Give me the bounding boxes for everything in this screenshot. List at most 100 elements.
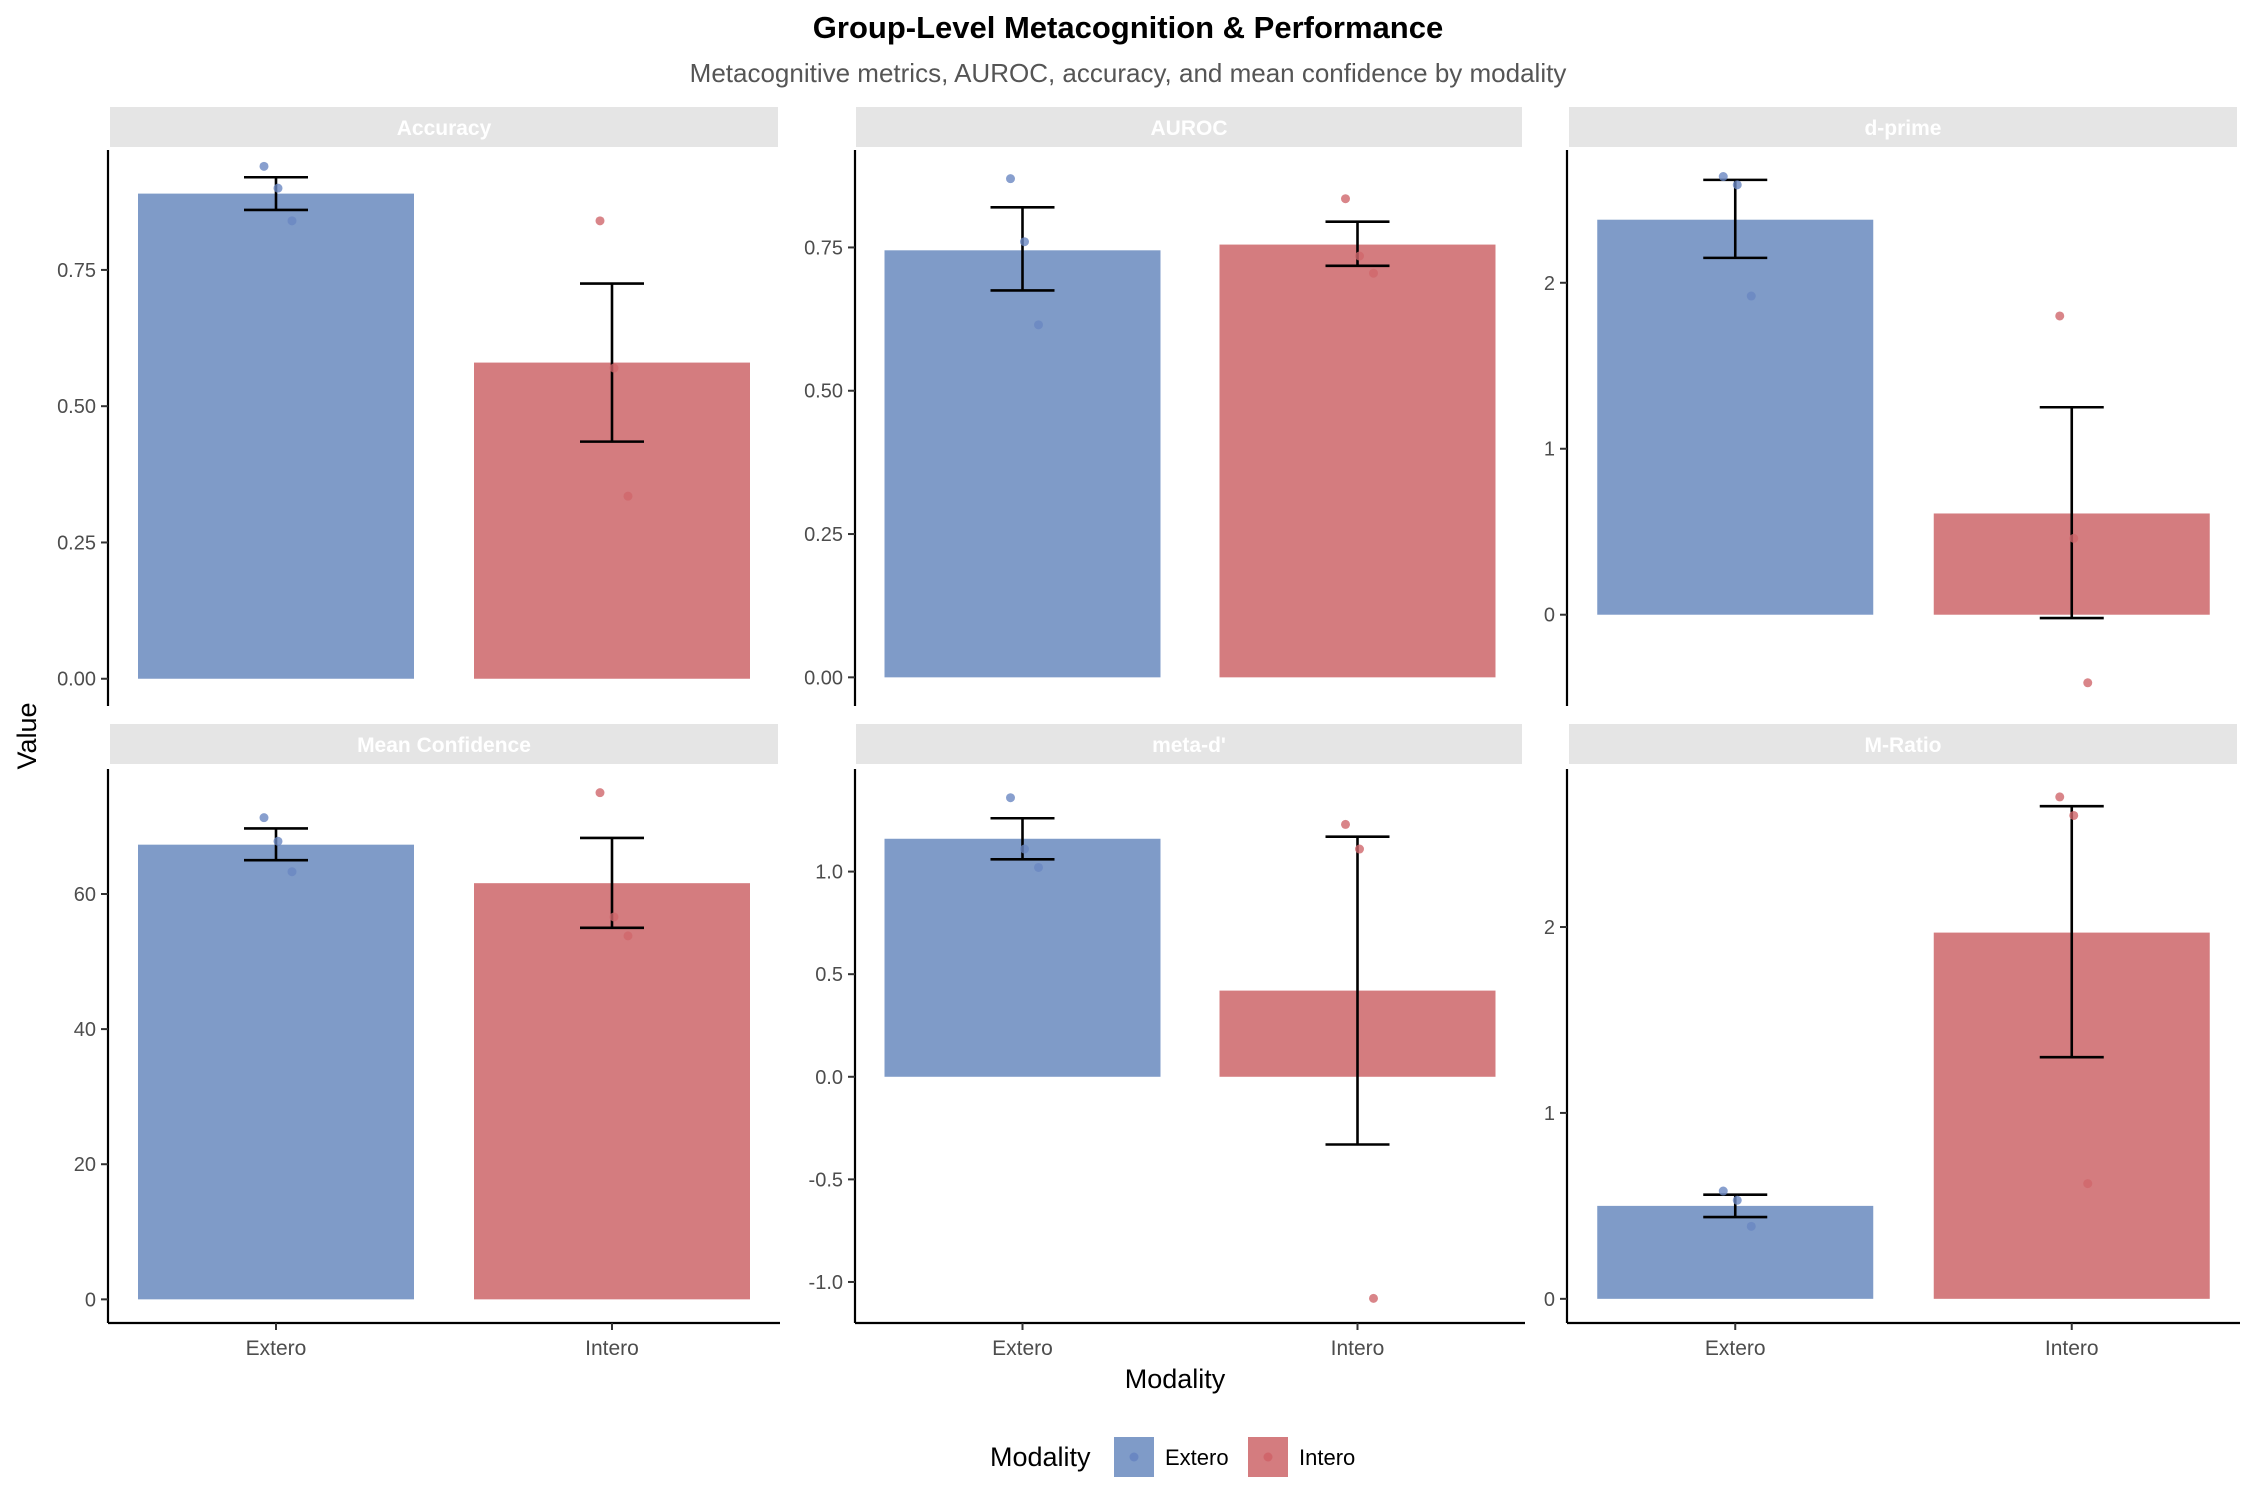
- data-point-extero: [1718, 1186, 1728, 1196]
- data-point-intero: [1355, 844, 1364, 854]
- facet-strip: [110, 724, 778, 764]
- data-point-intero: [595, 216, 605, 226]
- data-point-extero: [1746, 291, 1756, 301]
- legend-label-extero: Extero: [1165, 1445, 1229, 1470]
- data-point-intero: [1341, 194, 1350, 204]
- y-tick-label: 0.50: [57, 396, 96, 418]
- data-point-intero: [2069, 810, 2079, 820]
- data-point-intero: [1355, 251, 1364, 261]
- y-tick-label: 1.0: [815, 862, 843, 884]
- error-bar-extero: [990, 206, 1055, 292]
- data-point-extero: [1718, 172, 1728, 182]
- facet-accuracy: Accuracy 0.00 0.25 0.50 0.75: [57, 107, 778, 706]
- y-tick-label: 0.75: [57, 260, 96, 282]
- bar-extero: [884, 250, 1161, 678]
- data-point-extero: [287, 216, 297, 226]
- data-point-intero: [1369, 1293, 1378, 1303]
- y-tick-label: 0.00: [804, 667, 843, 689]
- error-bar-intero: [580, 836, 644, 930]
- y-tick-label: 0.25: [804, 524, 843, 546]
- data-point-intero: [623, 491, 633, 501]
- data-point-intero: [2069, 533, 2079, 543]
- facet-auroc: AUROC 0.00 0.25 0.50 0.75: [804, 107, 1522, 706]
- data-point-intero: [1341, 819, 1350, 829]
- facet-strip: [1569, 724, 2237, 764]
- y-tick-label: 40: [74, 1019, 96, 1041]
- y-tick-label: 20: [74, 1154, 96, 1176]
- y-tick-label: 0.00: [57, 669, 96, 691]
- bar-extero: [138, 844, 414, 1300]
- facet-mean-confidence: Mean Confidence 0 20 40 60 Extero Intero: [74, 724, 780, 1360]
- facets-layer: Accuracy0.000.250.500.75AUROC0.000.250.5…: [57, 107, 2240, 1360]
- y-tick-label: 0: [85, 1289, 96, 1311]
- data-point-intero: [623, 931, 633, 941]
- data-point-extero: [259, 161, 269, 171]
- y-tick-label: 0.0: [815, 1067, 843, 1089]
- chart-title: Group-Level Metacognition & Performance: [813, 10, 1443, 45]
- bar-extero: [138, 193, 414, 679]
- data-point-extero: [1732, 1195, 1742, 1205]
- error-bar-extero: [244, 175, 308, 212]
- data-point-extero: [1006, 793, 1015, 803]
- data-point-extero: [1732, 180, 1742, 190]
- data-point-extero: [273, 836, 283, 846]
- facet-strip-label: d-prime: [1864, 117, 1941, 140]
- bar-extero: [1597, 1205, 1874, 1299]
- facet-strip-label: meta-d': [1152, 734, 1226, 757]
- x-tick-label: Extero: [992, 1337, 1053, 1360]
- data-point-intero: [2083, 1179, 2093, 1189]
- y-tick-label: -0.5: [809, 1169, 843, 1191]
- x-axis-title: Modality: [1125, 1364, 1226, 1394]
- data-point-intero: [2055, 311, 2065, 321]
- y-tick-label: 1: [1544, 1103, 1555, 1125]
- error-bar-intero: [2039, 405, 2104, 620]
- facet-strip: [110, 107, 778, 147]
- facet-strip-label: Accuracy: [397, 117, 492, 140]
- bar-intero: [474, 883, 750, 1300]
- facet-m-ratio: M-Ratio 0 1 2 Extero Intero: [1544, 724, 2240, 1360]
- data-point-extero: [1020, 844, 1029, 854]
- data-point-extero: [1034, 862, 1043, 872]
- facet-strip-label: M-Ratio: [1865, 734, 1942, 757]
- data-point-extero: [1020, 237, 1029, 247]
- y-tick-label: 0: [1544, 605, 1555, 627]
- data-point-intero: [609, 912, 619, 922]
- facet-strip-label: AUROC: [1151, 117, 1228, 140]
- error-bar-extero: [1703, 178, 1768, 260]
- bar-extero: [1597, 219, 1874, 615]
- y-tick-label: 0.25: [57, 532, 96, 554]
- error-bar-intero: [2039, 804, 2104, 1059]
- legend-label-intero: Intero: [1299, 1445, 1355, 1470]
- x-tick-label: Extero: [1705, 1337, 1766, 1360]
- x-tick-label: Intero: [2045, 1337, 2099, 1360]
- facet-meta-d: meta-d' -1.0 -0.5 0.0 0.5 1.0 Extero Intero: [809, 724, 1525, 1360]
- x-tick-label: Extero: [246, 1337, 307, 1360]
- legend-title: Modality: [990, 1442, 1091, 1472]
- error-bar-intero: [580, 282, 644, 443]
- data-point-extero: [287, 867, 297, 877]
- error-bar-intero: [1325, 835, 1390, 1146]
- data-point-extero: [1746, 1221, 1756, 1231]
- data-point-intero: [609, 363, 619, 373]
- bar-extero: [884, 838, 1161, 1077]
- data-point-intero: [2083, 678, 2093, 688]
- legend: Modality Extero Intero: [990, 1437, 1355, 1477]
- data-point-intero: [2055, 792, 2065, 802]
- data-point-extero: [259, 813, 269, 823]
- legend-key-point: [1263, 1452, 1273, 1462]
- y-tick-label: 2: [1544, 917, 1555, 939]
- facet-d-prime: d-prime 0 1 2: [1544, 107, 2237, 706]
- y-axis-title: Value: [12, 702, 42, 769]
- y-tick-label: 1: [1544, 439, 1555, 461]
- chart-subtitle: Metacognitive metrics, AUROC, accuracy, …: [690, 58, 1567, 88]
- facet-strip: [1569, 107, 2237, 147]
- y-tick-label: -1.0: [809, 1272, 843, 1294]
- y-tick-label: 2: [1544, 273, 1555, 295]
- data-point-intero: [595, 788, 605, 798]
- y-tick-label: 0.50: [804, 381, 843, 403]
- facet-strip-label: Mean Confidence: [357, 734, 531, 757]
- facet-strip: [856, 724, 1522, 764]
- legend-key-point: [1129, 1452, 1139, 1462]
